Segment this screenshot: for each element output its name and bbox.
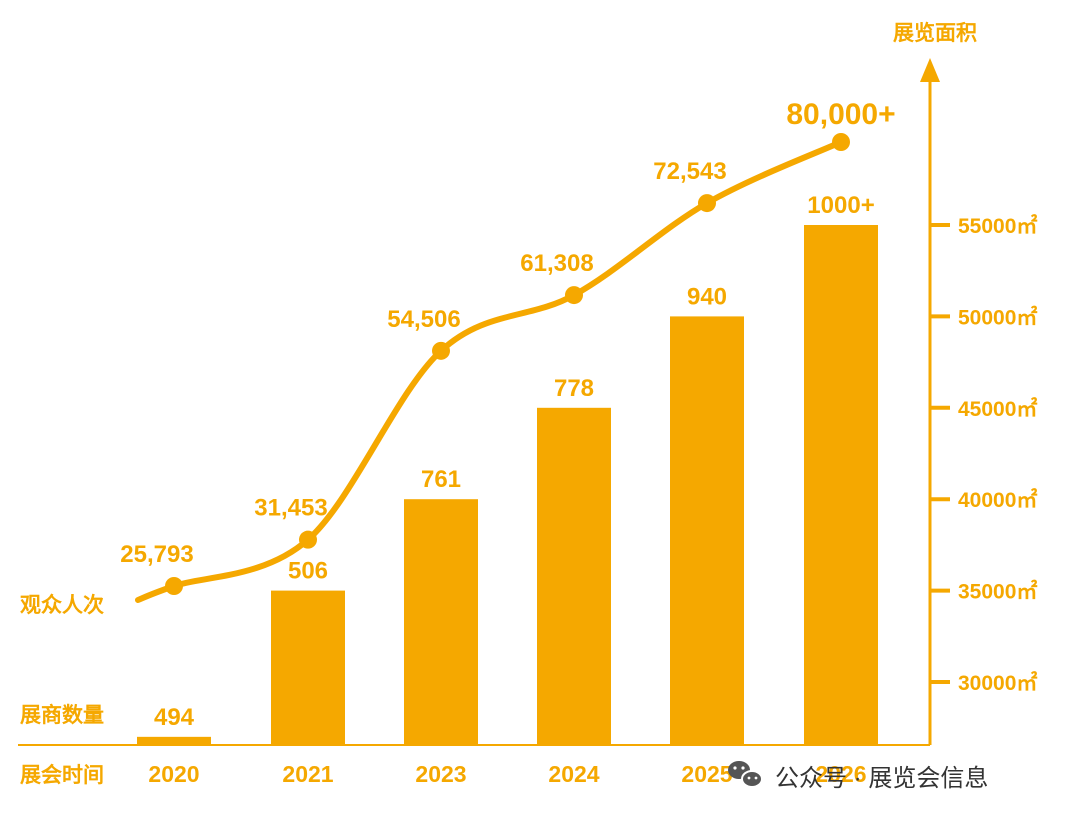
bar-2026 <box>804 225 878 745</box>
attendance-value-label-2020: 25,793 <box>120 541 193 568</box>
x-tick-label-2025: 2025 <box>681 761 732 787</box>
bar-value-label-2020: 494 <box>154 704 195 731</box>
attendance-line-layer: 25,793 31,453 54,506 61,308 72,543 80,000+ <box>120 98 896 603</box>
right-axis-tick-label-55000: 55000㎡ <box>958 214 1037 238</box>
x-tick-label-2020: 2020 <box>148 761 199 787</box>
attendance-point-2026 <box>832 133 850 151</box>
watermark: 公众号 · 展览会信息 <box>728 761 988 792</box>
attendance-point-2023 <box>432 341 450 360</box>
wechat-icon <box>728 761 763 788</box>
attendance-point-2021 <box>299 530 317 549</box>
right-axis-tick-label-50000: 50000㎡ <box>958 305 1037 329</box>
x-tick-label-2021: 2021 <box>282 761 333 787</box>
attendance-value-label-2021: 31,453 <box>254 495 327 522</box>
x-axis-title: 展会时间 <box>20 763 104 787</box>
bars-layer: 494 2020 506 2021 761 2023 778 2024 940 2025 1000+… <box>137 192 878 787</box>
bar-2023 <box>404 499 478 745</box>
right-axis-tick-label-45000: 45000㎡ <box>958 397 1037 421</box>
bar-2021 <box>271 590 345 745</box>
right-axis-title: 展览面积 <box>893 21 977 45</box>
attendance-value-label-2026: 80,000+ <box>786 98 895 131</box>
exhibitors-series-label: 展商数量 <box>20 703 104 727</box>
attendance-series-label: 观众人次 <box>20 593 104 617</box>
x-tick-label-2024: 2024 <box>548 761 599 787</box>
bar-2020 <box>137 736 211 745</box>
x-tick-label-2023: 2023 <box>415 761 466 787</box>
right-axis-tick-label-40000: 40000㎡ <box>958 488 1037 512</box>
attendance-point-2020 <box>165 577 183 595</box>
bar-value-label-2023: 761 <box>421 466 461 493</box>
attendance-point-2024 <box>565 286 583 305</box>
axis-layer: 30000㎡ 35000㎡ 40000㎡ 45000㎡ 50000㎡ 55000㎡ <box>18 58 1037 746</box>
bar-value-label-2024: 778 <box>554 375 594 402</box>
x-tick-label-2026: 2026 <box>815 761 866 787</box>
bar-value-label-2025: 940 <box>687 283 727 310</box>
attendance-value-label-2025: 72,543 <box>653 158 726 185</box>
right-axis-arrow <box>920 58 940 82</box>
attendance-point-2025 <box>698 194 716 213</box>
bar-2025 <box>670 316 744 745</box>
bar-value-label-2021: 506 <box>288 558 328 585</box>
right-axis-tick-label-35000: 35000㎡ <box>958 580 1037 604</box>
bar-value-label-2026: 1000+ <box>807 192 874 219</box>
attendance-value-label-2024: 61,308 <box>520 250 593 277</box>
attendance-value-label-2023: 54,506 <box>387 306 460 333</box>
right-axis-tick-label-30000: 30000㎡ <box>958 671 1037 695</box>
watermark-text: 公众号 · 展览会信息 <box>775 765 988 792</box>
bar-2024 <box>537 407 611 745</box>
